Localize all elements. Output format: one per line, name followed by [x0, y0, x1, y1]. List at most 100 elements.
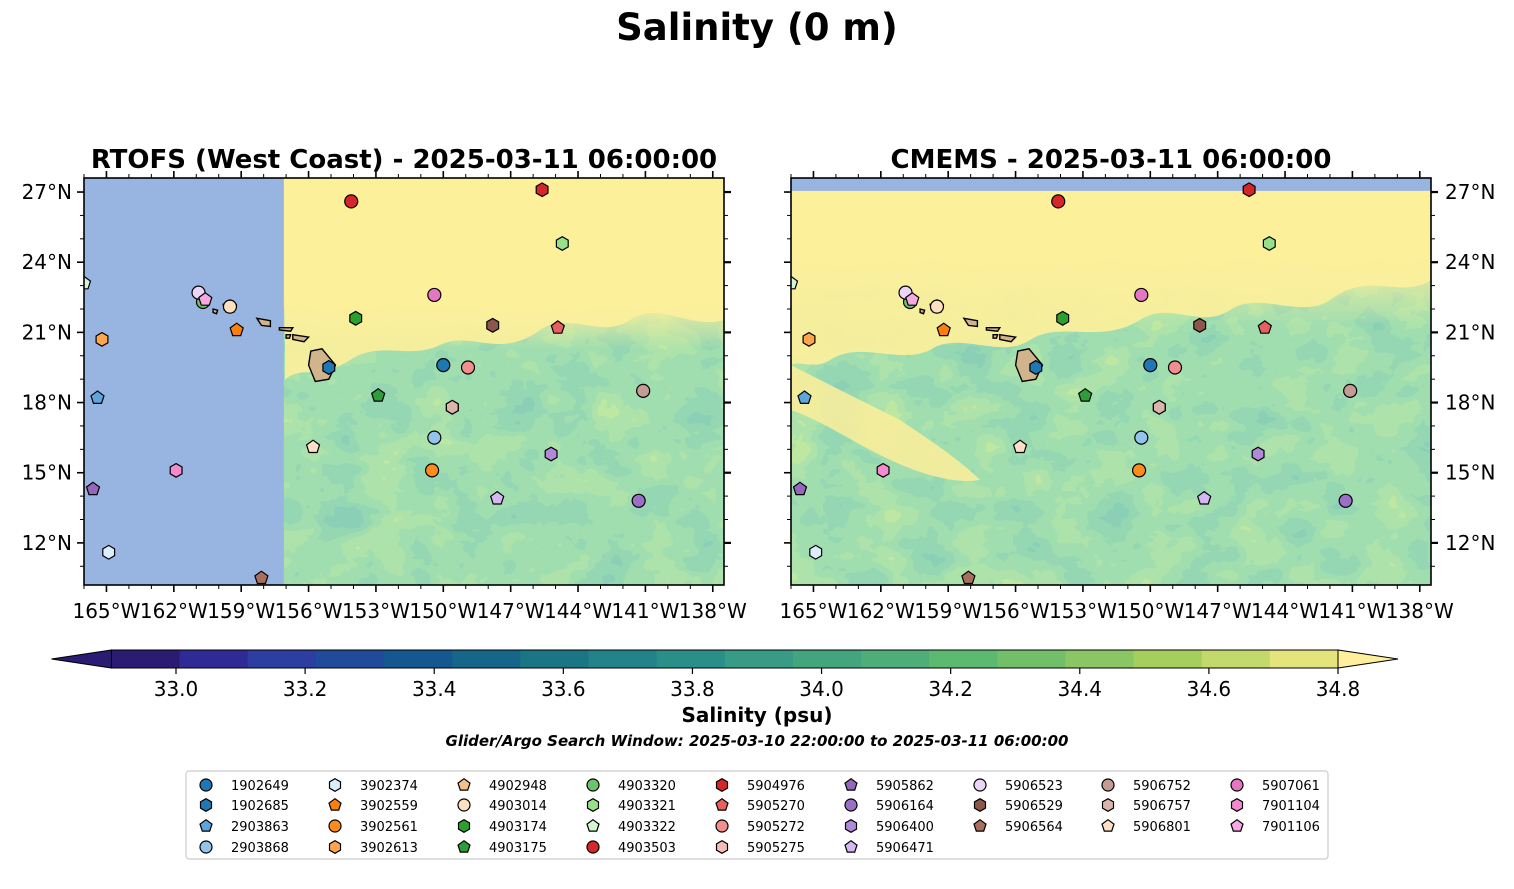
cmems-float-markers	[791, 182, 1358, 585]
island-lanai	[285, 334, 292, 339]
float-5906400	[1251, 446, 1265, 462]
rtofs-x-tick-label: 156°W	[275, 599, 343, 623]
colorbar-segment	[247, 650, 317, 668]
float-4903174	[1056, 310, 1070, 326]
colorbar-tick-label: 34.4	[1058, 677, 1103, 701]
colorbar-tick-label: 33.8	[670, 677, 715, 701]
legend-marker-5905862	[844, 777, 858, 791]
float-7901104	[876, 462, 890, 478]
legend-marker-4903174	[457, 819, 471, 833]
legend-marker-4903321	[586, 798, 600, 812]
legend-label-3902374: 3902374	[360, 779, 418, 794]
legend-label-2903868: 2903868	[231, 841, 289, 856]
rtofs-map-field	[84, 178, 724, 585]
legend-label-5906523: 5906523	[1005, 779, 1063, 794]
legend: 1902649 1902685 2903863 2903868 3902374 39025…	[199, 777, 1320, 856]
colorbar-tick-label: 33.2	[283, 677, 328, 701]
float-4903503	[344, 194, 359, 209]
legend-label-3902561: 3902561	[360, 820, 418, 835]
cmems-map-frame	[790, 177, 1432, 586]
legend-label-3902613: 3902613	[360, 841, 418, 856]
legend-label-5906529: 5906529	[1005, 799, 1063, 814]
legend-marker-3902374	[328, 778, 342, 792]
legend-marker-1902685	[199, 798, 213, 812]
float-7901104	[169, 462, 183, 478]
colorbar-segment	[384, 650, 453, 668]
colorbar-tick-label: 33.0	[154, 677, 199, 701]
cmems-x-tick-label: 159°W	[914, 599, 982, 623]
legend-box	[185, 770, 1329, 860]
colorbar-segment	[1133, 650, 1203, 668]
colorbar-tick-label: 34.0	[799, 677, 844, 701]
legend-marker-4902948	[457, 777, 471, 791]
float-7901106	[905, 292, 920, 306]
legend-label-5906164: 5906164	[876, 799, 934, 814]
float-3902559	[229, 322, 244, 337]
legend-marker-5906752	[1101, 778, 1115, 792]
colorbar-extend-low	[51, 649, 112, 669]
legend-label-1902649: 1902649	[231, 779, 289, 794]
legend-label-4903503: 4903503	[618, 841, 676, 856]
cmems-axis-ticks: 165°W 162°W 159°W 156°W 153°W 150°W 147°W 144°W…	[779, 171, 1495, 623]
colorbar-segment	[792, 650, 862, 668]
rtofs-float-markers	[84, 182, 651, 585]
legend-label-5906801: 5906801	[1133, 820, 1191, 835]
legend-marker-5906400	[844, 819, 858, 833]
float-5905862	[792, 481, 808, 496]
legend-marker-1902649	[199, 778, 213, 792]
rtofs-x-tick-label: 153°W	[342, 599, 410, 623]
legend-marker-2903863	[199, 818, 213, 832]
float-2903863	[90, 390, 105, 404]
rtofs-x-tick-label: 144°W	[544, 599, 612, 623]
legend-label-3902559: 3902559	[360, 799, 418, 814]
float-5906471	[1196, 490, 1212, 505]
float-5907061	[427, 287, 442, 303]
cmems-map-field	[791, 178, 1431, 585]
float-5906564	[961, 570, 976, 585]
legend-marker-4903175	[457, 839, 471, 853]
float-5905270	[550, 320, 566, 334]
float-5906752	[1343, 383, 1358, 398]
legend-label-5904976: 5904976	[747, 779, 805, 794]
legend-label-4903175: 4903175	[489, 841, 547, 856]
rtofs-y-tick-label: 21°N	[22, 320, 72, 344]
legend-label-5905270: 5905270	[747, 799, 805, 814]
float-4903322	[791, 275, 799, 290]
island-niihau	[212, 308, 219, 315]
legend-marker-5906471	[844, 839, 858, 853]
colorbar-tick-label: 34.6	[1187, 677, 1232, 701]
legend-label-4903174: 4903174	[489, 820, 547, 835]
colorbar-tick-label: 33.6	[541, 677, 586, 701]
legend-marker-5907061	[1230, 778, 1244, 792]
float-5905862	[85, 481, 101, 496]
float-1902649	[436, 358, 451, 373]
colorbar-segment	[861, 650, 930, 668]
legend-marker-5906164	[844, 798, 858, 812]
legend-marker-5906564	[973, 818, 987, 832]
legend-label-7901106: 7901106	[1262, 820, 1320, 835]
float-5906529	[1193, 317, 1207, 333]
float-3902613	[95, 331, 109, 347]
rtofs-y-tick-label: 12°N	[22, 531, 72, 555]
float-5905270	[1257, 320, 1273, 334]
colorbar-segment	[111, 650, 181, 668]
rtofs-x-tick-label: 162°W	[140, 599, 208, 623]
legend-label-2903863: 2903863	[231, 820, 289, 835]
float-4903175	[1077, 387, 1093, 402]
float-3902374	[809, 544, 823, 560]
float-5906564	[254, 570, 269, 585]
float-1902685	[1029, 359, 1043, 375]
rtofs-no-data-region	[84, 178, 284, 585]
float-1902649	[1143, 358, 1158, 373]
legend-marker-4903322	[586, 818, 600, 832]
legend-label-5905862: 5905862	[876, 779, 934, 794]
rtofs-panel: RTOFS (West Coast) - 2025-03-11 06:00:00…	[22, 145, 747, 623]
float-3902374	[102, 544, 116, 560]
rtofs-y-tick-label: 15°N	[22, 461, 72, 485]
float-2903863	[797, 390, 812, 404]
colorbar-label: Salinity (psu)	[681, 703, 832, 727]
cmems-y-tick-label: 21°N	[1445, 320, 1495, 344]
legend-marker-3902559	[328, 797, 342, 811]
cmems-x-tick-label: 138°W	[1386, 599, 1454, 623]
legend-marker-2903868	[199, 840, 213, 854]
